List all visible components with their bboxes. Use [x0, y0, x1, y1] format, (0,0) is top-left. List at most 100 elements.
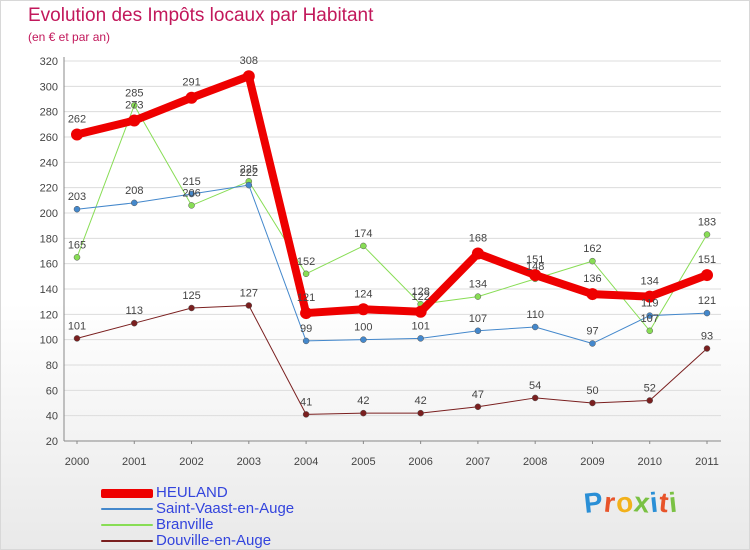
y-tick-label: 160: [40, 259, 58, 271]
y-tick-label: 200: [40, 208, 58, 220]
x-tick-label: 2000: [65, 456, 89, 468]
data-point-saint-vaast-en-auge: [646, 312, 653, 319]
legend-swatch: [101, 524, 153, 526]
data-label-douville-en-auge: 52: [644, 382, 656, 394]
data-label-saint-vaast-en-auge: 101: [411, 320, 429, 332]
data-label-branville: 206: [182, 187, 200, 199]
data-label-douville-en-auge: 42: [415, 395, 427, 407]
data-label-branville: 148: [526, 261, 544, 273]
y-tick-label: 120: [40, 309, 58, 321]
data-point-branville: [360, 242, 367, 250]
x-tick-label: 2001: [122, 456, 146, 468]
legend-swatch: [101, 488, 153, 498]
data-point-saint-vaast-en-auge: [73, 205, 81, 213]
legend-item: Saint-Vaast-en-Auge: [101, 501, 294, 517]
data-label-douville-en-auge: 41: [300, 396, 312, 408]
series-line-branville: [76, 104, 708, 332]
data-point-heuland: [529, 269, 542, 282]
data-label-heuland: 291: [182, 77, 200, 89]
data-label-heuland: 308: [240, 55, 258, 67]
data-point-douville-en-auge: [302, 411, 310, 418]
x-tick-label: 2002: [179, 456, 203, 468]
data-point-douville-en-auge: [245, 302, 253, 309]
data-label-branville: 285: [125, 87, 143, 99]
data-point-heuland: [414, 305, 427, 318]
x-tick-label: 2008: [523, 456, 547, 468]
data-label-saint-vaast-en-auge: 100: [354, 322, 372, 334]
series-line-heuland: [73, 72, 711, 318]
data-point-heuland: [357, 303, 370, 316]
data-label-heuland: 122: [411, 291, 429, 303]
legend-label: Saint-Vaast-en-Auge: [156, 500, 295, 517]
data-label-heuland: 151: [526, 254, 544, 266]
data-label-saint-vaast-en-auge: 222: [240, 167, 258, 179]
y-tick-label: 40: [46, 411, 58, 423]
legend-label: Branville: [156, 516, 214, 533]
x-tick-label: 2003: [237, 456, 261, 468]
legend-item: HEULAND: [101, 485, 294, 501]
data-point-heuland: [300, 307, 313, 320]
data-label-douville-en-auge: 101: [68, 320, 86, 332]
data-label-branville: 225: [240, 163, 258, 175]
x-tick-label: 2009: [580, 456, 604, 468]
proxiti-logo: Proxiti: [582, 486, 680, 519]
data-point-branville: [131, 102, 138, 109]
data-point-douville-en-auge: [646, 397, 653, 404]
data-label-douville-en-auge: 54: [529, 380, 541, 392]
data-point-heuland: [701, 269, 713, 282]
logo-letter: i: [667, 486, 680, 519]
data-point-douville-en-auge: [703, 345, 711, 352]
data-label-douville-en-auge: 113: [125, 305, 143, 317]
data-point-saint-vaast-en-auge: [474, 327, 482, 335]
data-point-branville: [703, 231, 711, 238]
data-label-saint-vaast-en-auge: 119: [641, 298, 659, 310]
data-label-douville-en-auge: 93: [701, 331, 713, 343]
data-label-saint-vaast-en-auge: 215: [182, 176, 200, 188]
y-tick-label: 100: [40, 335, 58, 347]
data-label-heuland: 136: [583, 273, 601, 285]
x-tick-label: 2006: [408, 456, 432, 468]
y-tick-label: 220: [40, 183, 58, 195]
data-point-branville: [73, 254, 81, 261]
data-point-branville: [589, 257, 596, 265]
series-line-saint-vaast-en-auge: [76, 184, 708, 344]
data-label-branville: 128: [411, 286, 429, 298]
data-label-heuland: 124: [354, 288, 372, 300]
x-tick-label: 2011: [695, 456, 719, 468]
data-point-saint-vaast-en-auge: [589, 340, 596, 347]
data-point-douville-en-auge: [417, 409, 424, 417]
data-point-heuland: [471, 247, 484, 260]
y-tick-label: 180: [40, 233, 58, 245]
data-point-douville-en-auge: [474, 403, 482, 411]
data-point-douville-en-auge: [131, 319, 138, 327]
x-tick-label: 2010: [637, 456, 661, 468]
data-point-douville-en-auge: [188, 304, 195, 312]
data-label-branville: 107: [641, 313, 659, 325]
data-label-saint-vaast-en-auge: 99: [300, 323, 312, 335]
data-label-heuland: 134: [641, 276, 659, 288]
data-label-branville: 165: [68, 239, 86, 251]
chart-title: Evolution des Impôts locaux par Habitant: [28, 5, 374, 26]
x-tick-label: 2004: [294, 456, 318, 468]
legend-label: HEULAND: [156, 484, 228, 501]
data-label-douville-en-auge: 47: [472, 389, 484, 401]
data-label-branville: 183: [698, 217, 716, 229]
y-tick-label: 60: [46, 385, 58, 397]
data-label-heuland: 121: [297, 292, 315, 304]
data-point-heuland: [586, 288, 599, 301]
data-label-saint-vaast-en-auge: 97: [586, 325, 598, 337]
series-line-douville-en-auge: [76, 304, 708, 415]
data-label-douville-en-auge: 127: [240, 287, 258, 299]
data-point-saint-vaast-en-auge: [131, 199, 138, 207]
y-tick-label: 20: [46, 436, 58, 448]
y-tick-label: 80: [46, 360, 58, 372]
data-point-saint-vaast-en-auge: [703, 309, 711, 317]
data-point-saint-vaast-en-auge: [245, 181, 253, 189]
data-label-douville-en-auge: 42: [357, 395, 369, 407]
data-label-saint-vaast-en-auge: 110: [526, 309, 544, 321]
data-point-saint-vaast-en-auge: [188, 190, 195, 198]
data-point-douville-en-auge: [589, 399, 596, 407]
data-point-heuland: [71, 128, 83, 141]
data-label-branville: 134: [469, 279, 487, 291]
